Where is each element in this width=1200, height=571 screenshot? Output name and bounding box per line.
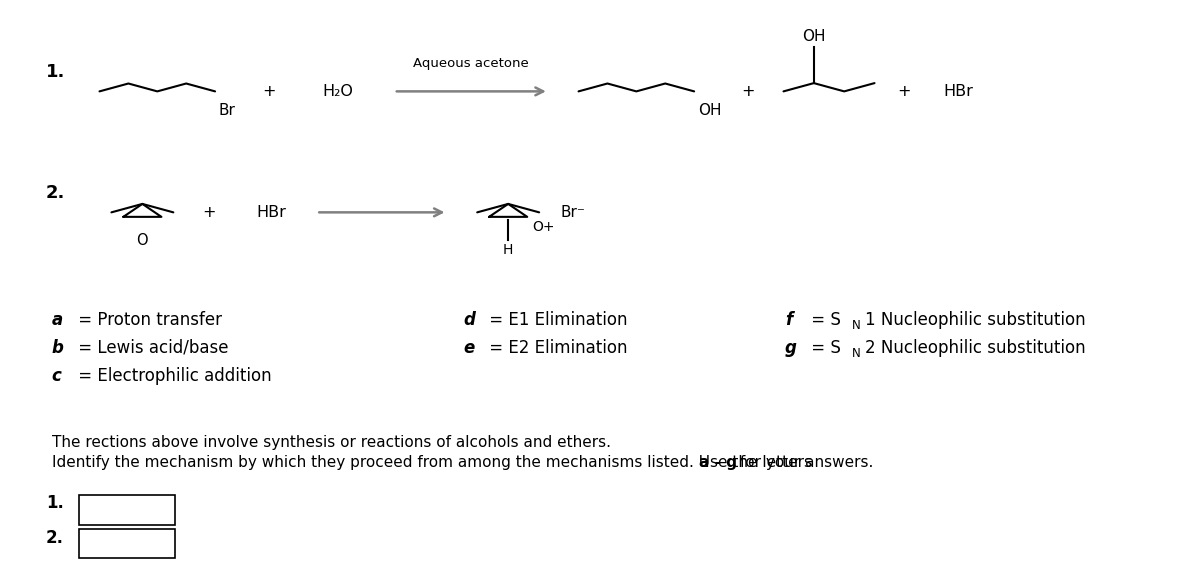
Text: HBr: HBr bbox=[943, 84, 973, 99]
Text: = E2 Elimination: = E2 Elimination bbox=[485, 339, 628, 357]
Text: for your answers.: for your answers. bbox=[734, 456, 874, 471]
Text: e: e bbox=[463, 339, 474, 357]
Text: Br⁻: Br⁻ bbox=[560, 205, 586, 220]
Text: b: b bbox=[52, 339, 64, 357]
Text: d: d bbox=[463, 311, 475, 329]
Text: g: g bbox=[785, 339, 797, 357]
Text: +: + bbox=[262, 84, 276, 99]
Text: a - g: a - g bbox=[700, 456, 737, 471]
Text: f: f bbox=[785, 311, 792, 329]
Text: a: a bbox=[52, 311, 64, 329]
Text: OH: OH bbox=[697, 103, 721, 118]
Text: HBr: HBr bbox=[257, 205, 287, 220]
Text: OH: OH bbox=[802, 29, 826, 44]
Text: The rections above involve synthesis or reactions of alcohols and ethers.: The rections above involve synthesis or … bbox=[52, 435, 611, 449]
Text: = E1 Elimination: = E1 Elimination bbox=[485, 311, 628, 329]
FancyBboxPatch shape bbox=[79, 496, 174, 525]
Text: 1 Nucleophilic substitution: 1 Nucleophilic substitution bbox=[864, 311, 1085, 329]
Text: +: + bbox=[898, 84, 911, 99]
Text: H₂O: H₂O bbox=[323, 84, 353, 99]
Text: = S: = S bbox=[806, 311, 841, 329]
FancyBboxPatch shape bbox=[79, 529, 174, 558]
Text: Identify the mechanism by which they proceed from among the mechanisms listed. U: Identify the mechanism by which they pro… bbox=[52, 456, 817, 471]
Text: c: c bbox=[52, 367, 61, 385]
Text: = S: = S bbox=[806, 339, 841, 357]
Text: = Proton transfer: = Proton transfer bbox=[73, 311, 222, 329]
Text: 1.: 1. bbox=[46, 494, 64, 512]
Text: 2.: 2. bbox=[46, 529, 64, 546]
Text: = Lewis acid/base: = Lewis acid/base bbox=[73, 339, 229, 357]
Text: Aqueous acetone: Aqueous acetone bbox=[414, 57, 529, 70]
Text: 2 Nucleophilic substitution: 2 Nucleophilic substitution bbox=[864, 339, 1085, 357]
Text: 1.: 1. bbox=[46, 63, 65, 81]
Text: N: N bbox=[852, 319, 860, 332]
Text: N: N bbox=[852, 347, 860, 360]
Text: H: H bbox=[503, 243, 514, 258]
Text: O+: O+ bbox=[532, 220, 554, 234]
Text: +: + bbox=[742, 84, 755, 99]
Text: +: + bbox=[203, 205, 216, 220]
Text: = Electrophilic addition: = Electrophilic addition bbox=[73, 367, 272, 385]
Text: O: O bbox=[137, 232, 148, 248]
Text: Br: Br bbox=[218, 103, 235, 118]
Text: 2.: 2. bbox=[46, 184, 65, 202]
